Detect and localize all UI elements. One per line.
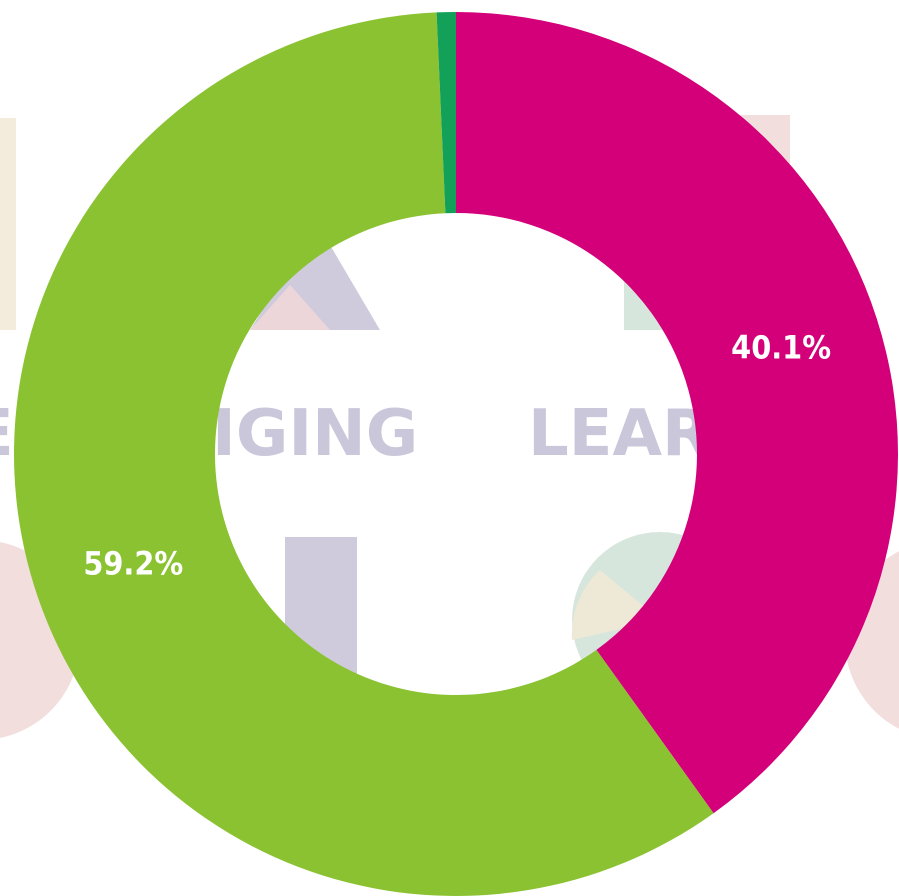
watermark-text: LEAR [528,397,711,471]
decor-rect [0,118,16,330]
watermark-text: E [0,397,14,471]
chart: E IGING LEAR 40.1% 59.2% [0,0,899,896]
slice-label: 59.2% [83,545,183,583]
slices [14,12,898,896]
slice-label: 40.1% [731,328,831,366]
watermark-text: IGING [212,397,418,471]
